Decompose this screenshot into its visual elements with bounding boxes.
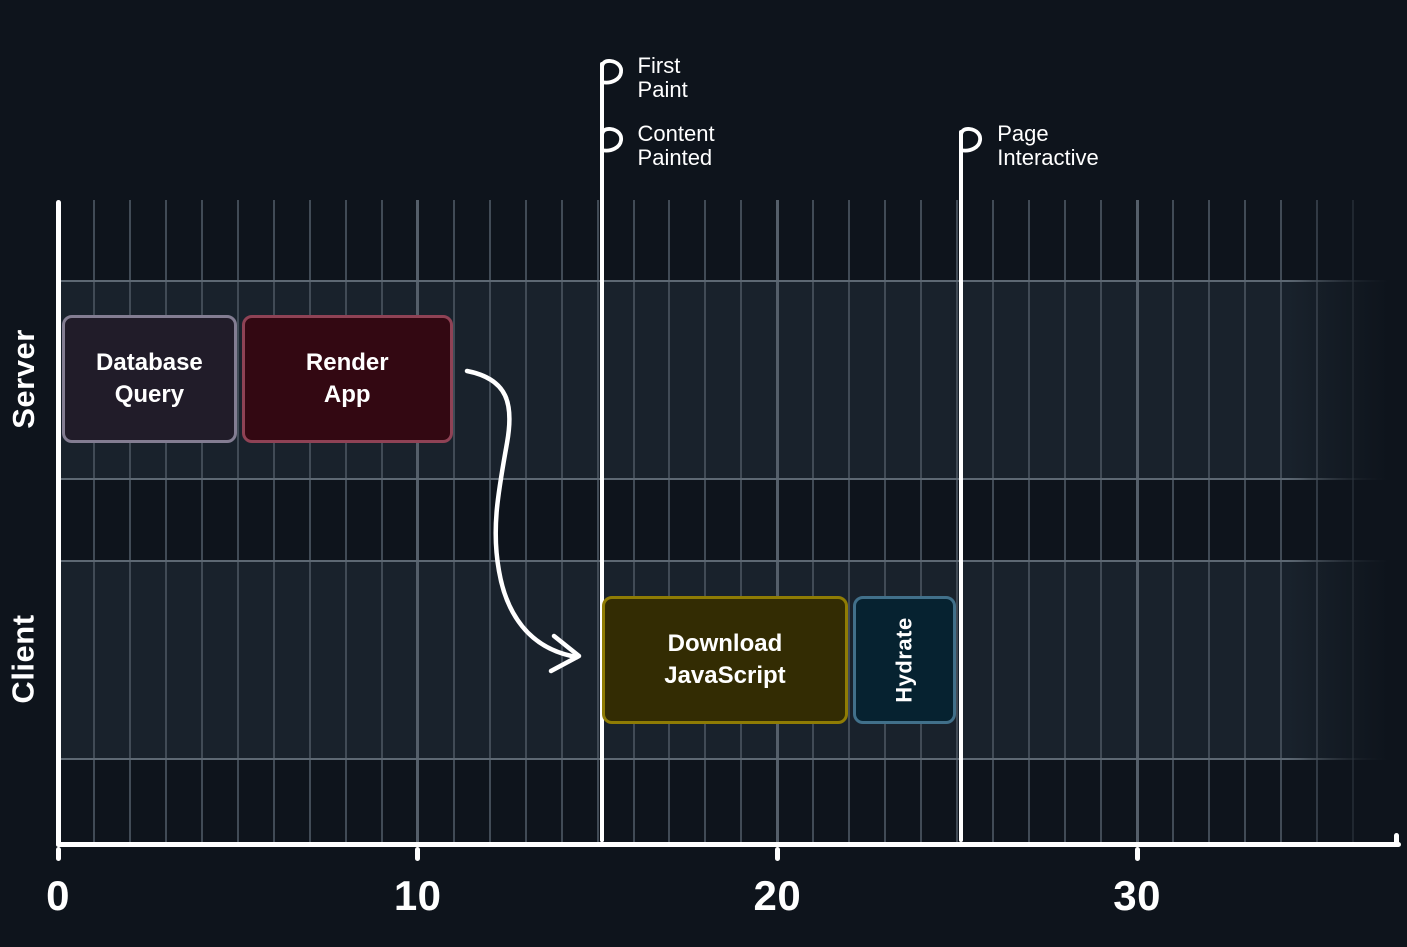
vertical-gridline-minor bbox=[308, 200, 311, 842]
milestone-label-first-paint: First Paint bbox=[637, 53, 688, 102]
vertical-gridline-major bbox=[1135, 200, 1139, 842]
vertical-gridline-minor bbox=[668, 200, 671, 842]
vertical-gridline-minor bbox=[1100, 200, 1103, 842]
milestone-label-page-interactive: Page Interactive bbox=[997, 121, 1099, 170]
vertical-gridline-minor bbox=[884, 200, 887, 842]
vertical-gridline-major bbox=[416, 200, 420, 842]
horizontal-gridline bbox=[58, 280, 1407, 282]
vertical-gridline-minor bbox=[452, 200, 455, 842]
vertical-gridline-minor bbox=[272, 200, 275, 842]
task-bar-hydrate: Hydrate bbox=[853, 596, 957, 724]
milestone-line-page-interactive bbox=[959, 130, 964, 842]
axis-tick bbox=[1134, 847, 1140, 861]
milestone-flag-icon bbox=[599, 59, 623, 96]
vertical-gridline-minor bbox=[128, 200, 131, 842]
milestone-flag-icon bbox=[599, 127, 623, 164]
vertical-gridline-minor bbox=[848, 200, 851, 842]
vertical-gridline-minor bbox=[596, 200, 599, 842]
milestone-flag-icon bbox=[959, 127, 983, 164]
lane-label-text: Server bbox=[6, 329, 41, 429]
axis-tick bbox=[415, 847, 421, 861]
vertical-gridline-minor bbox=[956, 200, 959, 842]
horizontal-gridline bbox=[58, 758, 1407, 760]
vertical-gridline-minor bbox=[704, 200, 707, 842]
vertical-gridline-minor bbox=[920, 200, 923, 842]
vertical-gridline-minor bbox=[200, 200, 203, 842]
vertical-gridline-minor bbox=[164, 200, 167, 842]
vertical-gridline-minor bbox=[992, 200, 995, 842]
vertical-gridline-minor bbox=[632, 200, 635, 842]
x-axis-line bbox=[56, 842, 1401, 847]
lane-label-server: Server bbox=[0, 280, 48, 478]
vertical-gridline-minor bbox=[1279, 200, 1282, 842]
vertical-gridline-minor bbox=[812, 200, 815, 842]
right-fade-overlay bbox=[1287, 200, 1407, 842]
x-tick-label: 10 bbox=[393, 872, 442, 919]
bar-label: Hydrate bbox=[891, 617, 917, 703]
vertical-gridline-minor bbox=[560, 200, 563, 842]
axis-tick bbox=[774, 847, 780, 861]
vertical-gridline-minor bbox=[740, 200, 743, 842]
bar-label: Database Query bbox=[96, 349, 203, 408]
horizontal-gridline bbox=[58, 478, 1407, 480]
vertical-gridline-minor bbox=[344, 200, 347, 842]
x-tick-label: 0 bbox=[46, 872, 70, 919]
vertical-gridline-minor bbox=[488, 200, 491, 842]
vertical-gridline-minor bbox=[1208, 200, 1211, 842]
y-axis-line bbox=[56, 200, 61, 847]
bar-label: Render App bbox=[305, 349, 389, 408]
vertical-gridline-minor bbox=[1172, 200, 1175, 842]
task-bar-download-javascript: Download JavaScript bbox=[601, 596, 849, 724]
axis-tick bbox=[55, 847, 61, 861]
bar-label: Download JavaScript bbox=[664, 630, 786, 689]
vertical-gridline-minor bbox=[1244, 200, 1246, 842]
vertical-gridline-minor bbox=[380, 200, 383, 842]
vertical-gridline-minor bbox=[236, 200, 239, 842]
horizontal-gridline bbox=[58, 560, 1407, 562]
vertical-gridline-minor bbox=[1028, 200, 1031, 842]
vertical-gridline-major bbox=[775, 200, 779, 842]
task-bar-database-query: Database Query bbox=[62, 315, 237, 443]
lane-label-text: Client bbox=[6, 614, 41, 704]
milestone-line-content-painted bbox=[599, 130, 604, 842]
x-axis-end-upturn bbox=[1394, 833, 1399, 846]
lane-label-client: Client bbox=[0, 560, 48, 758]
milestone-label-content-painted: Content Painted bbox=[637, 121, 715, 170]
task-bar-render-app: Render App bbox=[241, 315, 453, 443]
vertical-gridline-minor bbox=[524, 200, 527, 842]
x-tick-label: 30 bbox=[1113, 872, 1161, 919]
vertical-gridline-minor bbox=[1064, 200, 1067, 842]
x-tick-label: 20 bbox=[753, 872, 802, 919]
vertical-gridline-minor bbox=[92, 200, 95, 842]
